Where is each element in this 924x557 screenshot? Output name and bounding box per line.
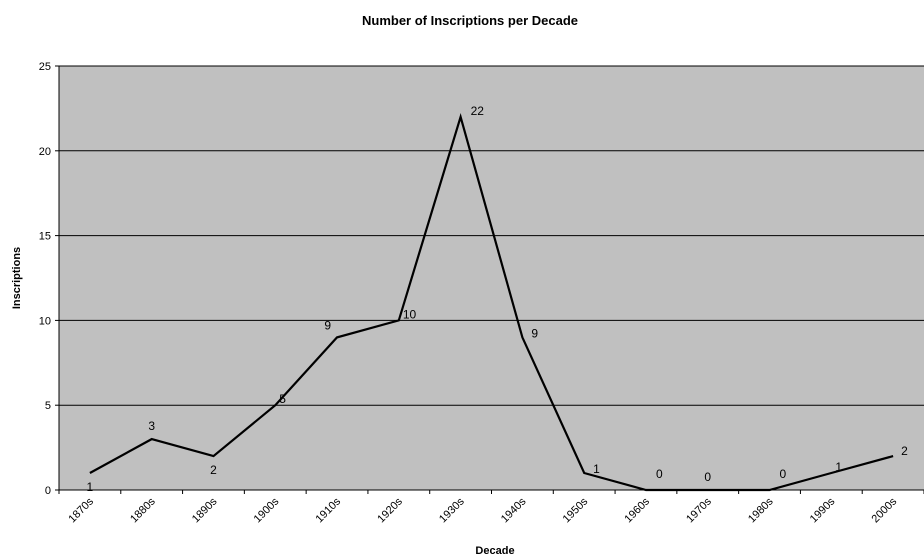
- x-tick-label: 2000s: [870, 495, 900, 525]
- y-axis: 0 5 10 15 20 25: [39, 61, 60, 497]
- data-label: 0: [780, 467, 787, 481]
- y-tick-label: 20: [39, 146, 51, 158]
- x-axis-label: Decade: [475, 545, 514, 557]
- data-label: 5: [279, 392, 286, 406]
- data-label: 9: [324, 318, 331, 332]
- x-axis: 1870s 1880s 1890s 1900s 1910s 1920s 1930s 1940s…: [58, 489, 924, 525]
- x-tick-label: 1880s: [128, 495, 158, 525]
- chart-title: Number of Inscriptions per Decade: [362, 13, 578, 28]
- gridlines: [59, 65, 924, 406]
- x-tick-label: 1950s: [561, 495, 591, 525]
- data-label: 10: [403, 307, 417, 321]
- y-tick-label: 0: [45, 485, 51, 497]
- data-label: 9: [531, 326, 538, 340]
- x-tick-label: 1920s: [375, 495, 405, 525]
- data-label: 2: [210, 463, 217, 477]
- x-tick-label: 1910s: [313, 495, 343, 525]
- x-tick-label: 1980s: [746, 495, 776, 525]
- y-tick-label: 10: [39, 315, 51, 327]
- series-line: [89, 112, 894, 492]
- x-tick-label: 1930s: [437, 495, 467, 525]
- y-tick-label: 15: [39, 231, 51, 243]
- data-label: 0: [704, 470, 711, 484]
- data-label: 22: [471, 104, 485, 118]
- series-line-group: [89, 112, 894, 492]
- data-label: 1: [87, 480, 94, 494]
- data-label: 0: [656, 467, 663, 481]
- x-tick-label: 1990s: [808, 495, 838, 525]
- data-label: 1: [593, 462, 600, 476]
- x-tick-label: 1870s: [66, 495, 96, 525]
- data-label: 3: [148, 419, 155, 433]
- plot-area: [59, 66, 924, 490]
- y-tick-label: 25: [39, 61, 51, 73]
- data-label: 2: [901, 444, 908, 458]
- data-label: 1: [835, 460, 842, 474]
- x-tick-label: 1960s: [622, 495, 652, 525]
- x-tick-label: 1940s: [499, 495, 529, 525]
- x-tick-label: 1890s: [190, 495, 220, 525]
- x-tick-label: 1970s: [684, 495, 714, 525]
- y-axis-label: Inscriptions: [11, 247, 23, 309]
- y-tick-label: 5: [45, 400, 51, 412]
- x-tick-label: 1900s: [252, 495, 282, 525]
